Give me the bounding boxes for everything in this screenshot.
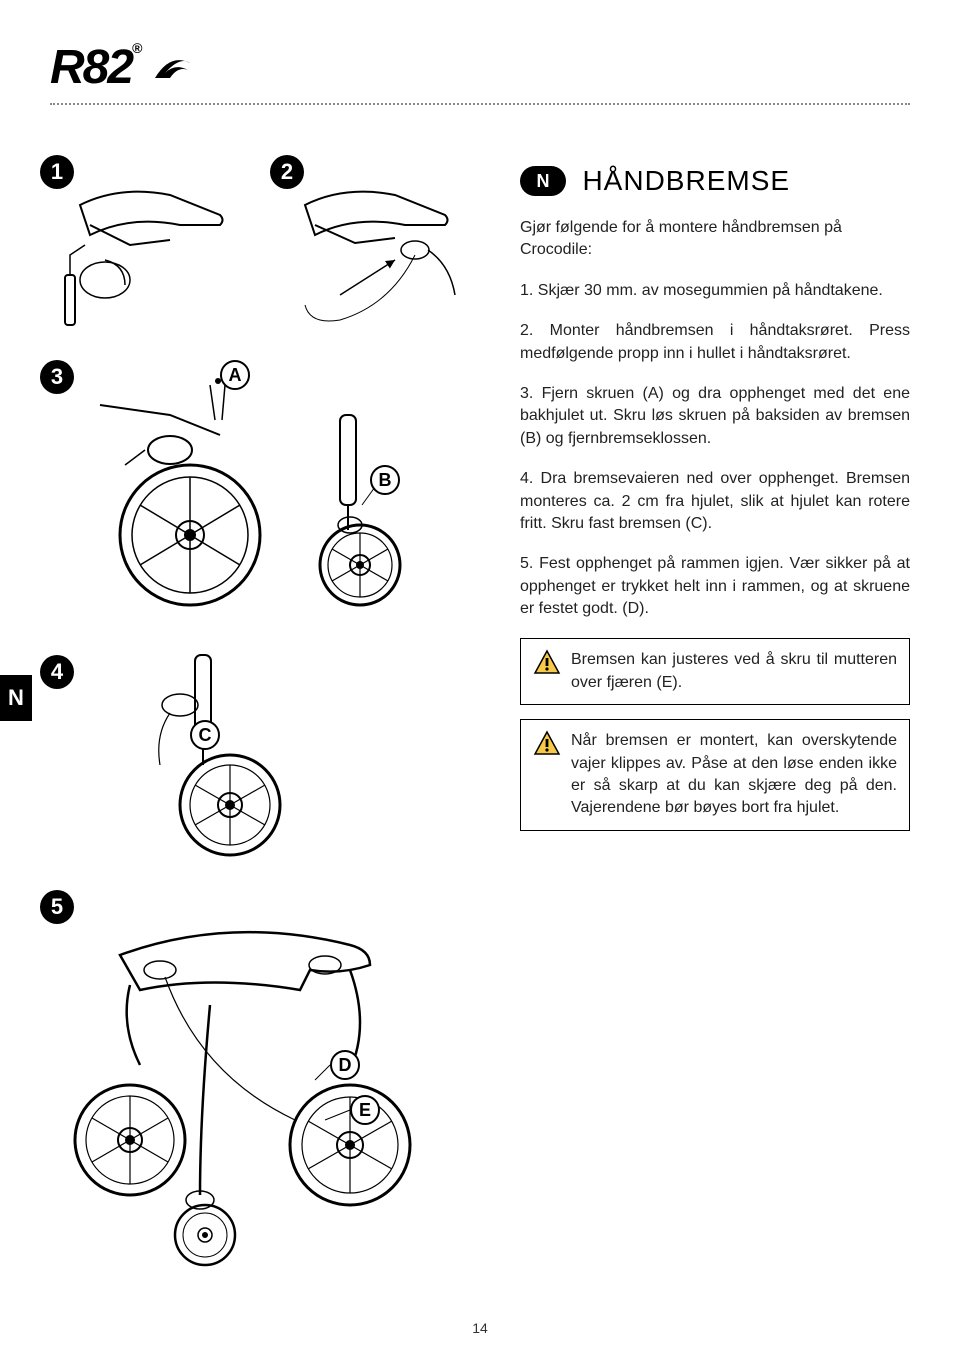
diagram-row-1: 1 2 (50, 165, 490, 335)
diagram-step-4: 4 C (50, 645, 490, 865)
main-content: N 1 2 (50, 165, 910, 1275)
diagrams-column: N 1 2 (50, 165, 490, 1275)
step-1-text: 1. Skjær 30 mm. av mosegummien på håndta… (520, 280, 910, 302)
diagram-1-illustration (50, 165, 250, 335)
logo-trademark: ® (132, 40, 140, 56)
logo-swirl-icon (150, 48, 200, 88)
heading-row: N HÅNDBREMSE (520, 165, 910, 197)
text-column: N HÅNDBREMSE Gjør følgende for å montere… (520, 165, 910, 1275)
step-badge-3: 3 (40, 360, 74, 394)
step-3-text: 3. Fjern skruen (A) og dra opphenget med… (520, 383, 910, 450)
diagram-2-illustration (280, 165, 480, 335)
diagram-5-illustration (50, 895, 470, 1275)
header-divider (50, 103, 910, 105)
page-number: 14 (472, 1320, 488, 1336)
warning-box-1: Bremsen kan justeres ved å skru til mutt… (520, 638, 910, 705)
letter-badge-b: B (370, 465, 400, 495)
step-2-text: 2. Monter håndbremsen i håndtaksrøret. P… (520, 320, 910, 365)
diagram-step-3: 3 A B (50, 365, 490, 615)
side-language-tab: N (0, 675, 32, 721)
letter-badge-d: D (330, 1050, 360, 1080)
logo-text: R82® (50, 40, 140, 95)
warning-1-text: Bremsen kan justeres ved å skru til mutt… (571, 649, 897, 694)
language-badge: N (520, 166, 566, 196)
logo-row: R82® (50, 40, 910, 95)
diagram-4-illustration (100, 645, 380, 865)
intro-text: Gjør følgende for å montere håndbremsen … (520, 217, 910, 262)
diagram-3-illustration (50, 365, 470, 615)
logo-brand: R82 (50, 41, 132, 94)
page-heading: HÅNDBREMSE (582, 165, 790, 196)
step-badge-2: 2 (270, 155, 304, 189)
diagram-step-1: 1 (50, 165, 250, 335)
step-badge-1: 1 (40, 155, 74, 189)
step-badge-5: 5 (40, 890, 74, 924)
letter-badge-c: C (190, 720, 220, 750)
diagram-step-5: 5 D E (50, 895, 490, 1275)
step-badge-4: 4 (40, 655, 74, 689)
warning-box-2: Når bremsen er montert, kan overskytende… (520, 719, 910, 831)
letter-badge-a: A (220, 360, 250, 390)
step-5-text: 5. Fest opphenget på rammen igjen. Vær s… (520, 553, 910, 620)
step-4-text: 4. Dra bremsevaieren ned over opphenget.… (520, 468, 910, 535)
warning-triangle-icon (533, 649, 561, 675)
warning-triangle-icon (533, 730, 561, 756)
letter-badge-e: E (350, 1095, 380, 1125)
warning-2-text: Når bremsen er montert, kan overskytende… (571, 730, 897, 820)
diagram-step-2: 2 (280, 165, 480, 335)
